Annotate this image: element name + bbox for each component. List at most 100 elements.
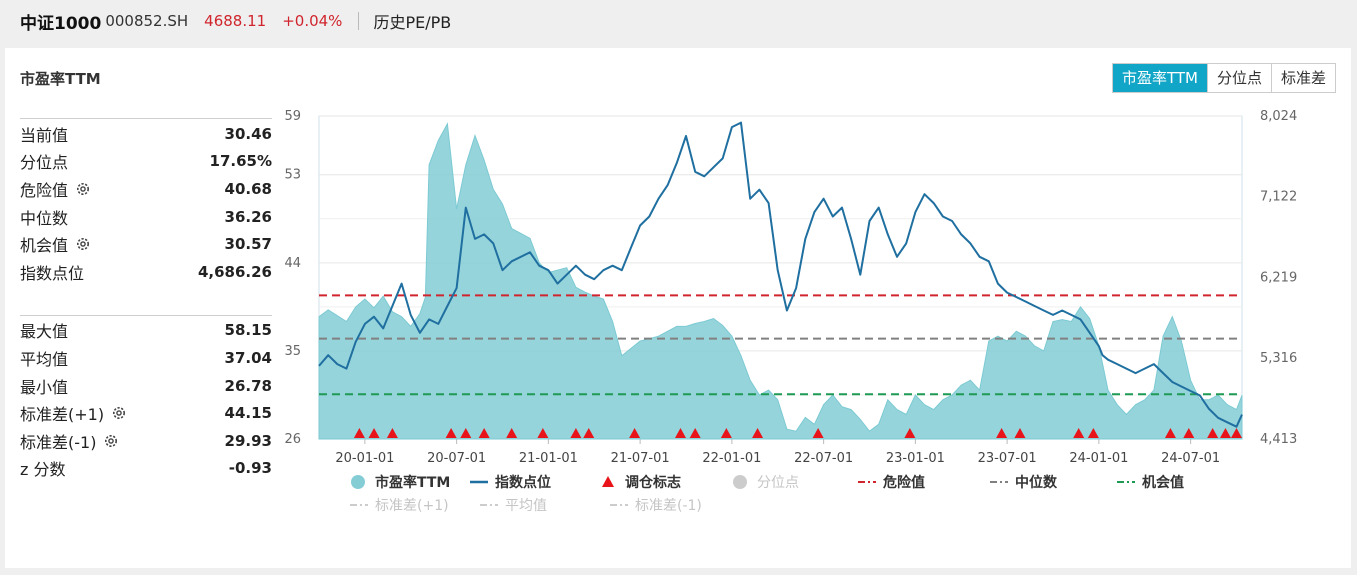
- rebalance-marker: [674, 428, 686, 438]
- legend-item[interactable]: 中位数: [990, 474, 1058, 491]
- stat-label: 最小值: [20, 377, 69, 397]
- legend-item[interactable]: 分位点: [733, 475, 799, 491]
- rebalance-marker: [353, 428, 365, 438]
- stat-value: 36.26: [224, 207, 272, 226]
- stats-summary-group: 最大值 58.15 平均值 37.04 最小值 26.78 标准差(+1) 44.15 标准差(…: [20, 314, 272, 483]
- gear-icon[interactable]: [75, 236, 91, 252]
- header-divider: [358, 12, 360, 30]
- header-bar: 中证1000 000852.SH 4688.11 +0.04% 历史PE/PB: [0, 0, 1357, 42]
- stats-summary-row: 标准差(+1) 44.15: [20, 399, 272, 427]
- rebalance-marker: [460, 428, 472, 438]
- legend-item[interactable]: 平均值: [480, 498, 547, 514]
- legend-triangle-icon: [602, 476, 614, 487]
- stat-value: 4,686.26: [197, 262, 272, 281]
- y-right-tick-label: 7,122: [1260, 190, 1297, 205]
- rebalance-marker: [689, 428, 701, 438]
- x-tick-label: 22-01-01: [702, 451, 761, 466]
- pe-area: [318, 122, 1243, 440]
- y-left-tick-label: 44: [284, 256, 301, 271]
- stat-value: 30.46: [224, 124, 272, 143]
- legend-item[interactable]: 机会值: [1117, 474, 1184, 491]
- legend-item[interactable]: 标准差(+1): [350, 498, 449, 514]
- x-tick-label: 23-07-01: [978, 451, 1037, 466]
- stats-summary-row: 标准差(-1) 29.93: [20, 427, 272, 455]
- rebalance-marker: [720, 428, 732, 438]
- gear-icon[interactable]: [75, 181, 91, 197]
- legend-label: 危险值: [882, 474, 925, 491]
- legend-label: 中位数: [1015, 474, 1058, 491]
- rebalance-marker: [1073, 428, 1085, 438]
- stat-label: 当前值: [20, 125, 69, 145]
- stat-label: 标准差(-1): [20, 432, 97, 452]
- stat-value: 26.78: [224, 376, 272, 395]
- y-left-tick-label: 35: [284, 344, 301, 359]
- index-price: 4688.11: [204, 12, 267, 30]
- legend-item[interactable]: 市盈率TTM: [351, 474, 450, 491]
- stats-current-group: 当前值 30.46 分位点 17.65% 危险值 40.68 中位数 36.26 机会值 30.5…: [20, 118, 272, 286]
- rebalance-marker: [812, 428, 824, 438]
- gear-icon[interactable]: [103, 433, 119, 449]
- legend-item[interactable]: 调仓标志: [602, 474, 681, 491]
- rebalance-marker: [996, 428, 1008, 438]
- rebalance-marker: [1207, 428, 1219, 438]
- stats-summary-row: 平均值 37.04: [20, 344, 272, 372]
- legend-label: 机会值: [1142, 474, 1184, 491]
- stat-label: 平均值: [20, 349, 69, 369]
- stat-label: 分位点: [20, 153, 69, 173]
- x-tick-label: 22-07-01: [794, 451, 853, 466]
- y-right-tick-label: 6,219: [1260, 270, 1297, 285]
- stats-summary-row: 最大值 58.15: [20, 317, 272, 345]
- index-code: 000852.SH: [105, 12, 189, 30]
- stat-value: 44.15: [224, 404, 272, 423]
- legend-label: 分位点: [757, 475, 799, 491]
- rebalance-marker: [445, 428, 457, 438]
- stats-current-row: 分位点 17.65%: [20, 148, 272, 176]
- gear-icon[interactable]: [111, 405, 127, 421]
- x-tick-label: 24-07-01: [1161, 451, 1220, 466]
- legend-item[interactable]: 危险值: [858, 474, 925, 491]
- tab-percentile[interactable]: 分位点: [1206, 64, 1271, 92]
- index-change: +0.04%: [282, 12, 343, 30]
- metric-tabs: 市盈率TTM 分位点 标准差: [1111, 63, 1336, 93]
- legend-label: 市盈率TTM: [375, 474, 450, 491]
- stat-value: 58.15: [224, 321, 272, 340]
- rebalance-marker: [506, 428, 518, 438]
- stat-value: 40.68: [224, 179, 272, 198]
- legend-item[interactable]: 指数点位: [470, 474, 551, 491]
- stats-summary-row: z 分数 -0.93: [20, 455, 272, 483]
- tab-std-dev[interactable]: 标准差: [1270, 64, 1335, 92]
- stats-current-row: 当前值 30.46: [20, 120, 272, 148]
- pe-chart: 59 53 44 35 26 8,024 7,122 6,219 5,316 4,413 20-01…: [284, 109, 1297, 514]
- stat-value: 30.57: [224, 235, 272, 254]
- y-right-tick-label: 4,413: [1260, 432, 1297, 447]
- rebalance-marker: [537, 428, 549, 438]
- legend-label: 标准差(+1): [375, 498, 449, 514]
- y-left-tick-label: 59: [284, 109, 301, 124]
- stat-label: 中位数: [20, 208, 69, 228]
- legend-circle-icon: [351, 475, 365, 489]
- rebalance-marker: [1183, 428, 1195, 438]
- stats-summary-row: 最小值 26.78: [20, 372, 272, 400]
- legend-label: 平均值: [505, 498, 547, 514]
- x-tick-label: 20-07-01: [427, 451, 486, 466]
- y-left-tick-label: 26: [284, 432, 301, 447]
- y-right-tick-label: 8,024: [1260, 109, 1297, 124]
- y-right-tick-label: 5,316: [1260, 351, 1297, 366]
- rebalance-marker: [629, 428, 641, 438]
- legend-label: 标准差(-1): [635, 498, 702, 514]
- rebalance-marker: [386, 428, 398, 438]
- stats-current-row: 指数点位 4,686.26: [20, 258, 272, 286]
- stat-label: z 分数: [20, 460, 66, 480]
- panel-title: 市盈率TTM: [20, 70, 101, 88]
- x-tick-label: 24-01-01: [1069, 451, 1128, 466]
- legend-item[interactable]: 标准差(-1): [610, 498, 702, 514]
- rebalance-marker: [1219, 428, 1231, 438]
- stats-current-row: 危险值 40.68: [20, 175, 272, 203]
- tab-pe-ttm[interactable]: 市盈率TTM: [1112, 64, 1207, 92]
- rebalance-marker: [1087, 428, 1099, 438]
- x-tick-label: 21-07-01: [611, 451, 670, 466]
- stats-current-row: 中位数 36.26: [20, 203, 272, 231]
- rebalance-marker: [904, 428, 916, 438]
- x-tick-label: 23-01-01: [886, 451, 945, 466]
- rebalance-marker: [478, 428, 490, 438]
